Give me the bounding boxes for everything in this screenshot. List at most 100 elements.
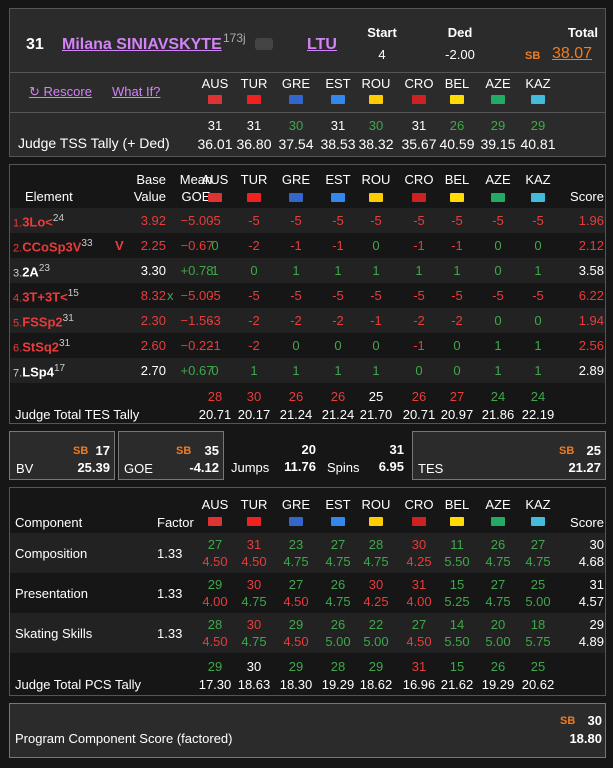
skater-name-link[interactable]: Milana SINIAVSKYTE xyxy=(62,36,222,53)
tss-score: 40.59 xyxy=(439,136,475,152)
element-goe: −0.22 xyxy=(180,338,214,353)
pcs-judge-mark: 5.00 xyxy=(485,634,511,649)
flag-icon xyxy=(531,193,545,202)
pcs-judge-rank: 20 xyxy=(490,617,506,632)
judge-header-kaz: KAZ xyxy=(525,76,551,91)
pcs-judge-rank: 29 xyxy=(207,577,223,592)
element-row[interactable]: 6.StSq231 2.60 −0.22 -1 -2 0 0 0 -1 0 1 1 2.56 xyxy=(10,333,605,358)
element-judge-goe: -5 xyxy=(413,288,425,303)
element-goe: −5.00 xyxy=(180,288,214,303)
flag-icon xyxy=(289,517,303,526)
country-link[interactable]: LTU xyxy=(307,36,337,53)
tes-rank: 24 xyxy=(530,389,546,404)
tes-tally-label: Judge Total TES Tally xyxy=(15,407,140,422)
pcs-judge-mark: 5.00 xyxy=(363,634,389,649)
element-judge-goe: 1 xyxy=(334,263,342,278)
spins-box: 31 Spins 6.95 xyxy=(324,431,408,480)
element-judge-goe: 0 xyxy=(534,238,542,253)
element-judge-goe: 1 xyxy=(494,363,502,378)
element-judge-goe: -5 xyxy=(332,288,344,303)
flag-icon-tur xyxy=(247,95,261,104)
element-row[interactable]: 4.3T+3T<15 8.32 x −5.00 -5 -5 -5 -5 -5 -5 -5 -5 -5 6.… xyxy=(10,283,605,308)
element-row[interactable]: 3.2A23 3.30 +0.78 1 0 1 1 1 1 1 0 1 3.58 xyxy=(10,258,605,283)
tes-score: 21.24 xyxy=(321,407,355,422)
flag-icon-kaz xyxy=(531,95,545,104)
flag-icon xyxy=(289,193,303,202)
skater-rank: 31 xyxy=(26,36,44,53)
element-judge-goe: 1 xyxy=(534,363,542,378)
pcs-judge-rank: 30 xyxy=(246,617,262,632)
pcs-total: 18.30 xyxy=(279,677,313,692)
pcs-judge-mark: 4.00 xyxy=(406,594,432,609)
pcs-judge-mark: 5.50 xyxy=(444,634,470,649)
element-rank: 31 xyxy=(62,313,74,324)
pcs-judge-header: TUR xyxy=(240,497,268,512)
element-judge-goe: -3 xyxy=(209,313,221,328)
pcs-factor: 1.33 xyxy=(157,546,183,561)
element-row[interactable]: 1.3Lo<24 3.92 −5.00 -5 -5 -5 -5 -5 -5 -5 -5 -5 1.96 xyxy=(10,208,605,233)
pcs-judge-header: EST xyxy=(325,497,351,512)
goe-label: GOE xyxy=(124,461,153,476)
pcs-row-score: 4.57 xyxy=(578,594,604,609)
pcs-row[interactable]: Skating Skills 1.33 28 4.50 30 4.75 29 4.50 26 5.… xyxy=(10,613,605,653)
element-judge-goe: -5 xyxy=(332,213,344,228)
element-score: 1.94 xyxy=(578,313,604,328)
element-judge-goe: -1 xyxy=(209,338,221,353)
pcs-total: 16.96 xyxy=(402,677,436,692)
flag-icon xyxy=(331,193,345,202)
mean-header: Mean xyxy=(179,172,213,187)
pcs-judge-mark: 4.75 xyxy=(325,554,351,569)
pcs-component-name: Presentation xyxy=(15,586,88,601)
element-score: 2.12 xyxy=(578,238,604,253)
pcs-judge-mark: 4.75 xyxy=(241,594,267,609)
element-row[interactable]: 5.FSSp231 2.30 −1.56 -3 -2 -2 -2 -1 -2 -2 0 0 1.94 xyxy=(10,308,605,333)
element-judge-header: AUS xyxy=(201,172,229,187)
pcs-judge-mark: 5.00 xyxy=(525,594,551,609)
skater-header-card: 31 Milana SINIAVSKYTE 173j LTU Start 4 D… xyxy=(9,8,606,157)
flag-icon-bel xyxy=(450,95,464,104)
element-name: 5.FSSp231 xyxy=(13,313,74,329)
total-score-link[interactable]: 38.07 xyxy=(552,45,593,62)
element-name: 1.3Lo<24 xyxy=(13,213,64,229)
tes-score: 20.17 xyxy=(237,407,271,422)
goe-value: -4.12 xyxy=(189,460,219,475)
rescore-link[interactable]: ↻ Rescore xyxy=(29,84,92,99)
pcs-judge-mark: 4.25 xyxy=(406,554,432,569)
pcs-row-rank: 29 xyxy=(589,617,604,632)
pcs-total-rank: 15 xyxy=(449,659,465,674)
jumps-box: 20 Jumps 11.76 xyxy=(228,431,320,480)
tes-score: 21.70 xyxy=(359,407,393,422)
pcs-judge-rank: 31 xyxy=(411,577,427,592)
pcs-judge-rank: 27 xyxy=(530,537,546,552)
tes-label: TES xyxy=(418,461,444,476)
tss-rank: 31 xyxy=(411,118,427,133)
tes-score: 20.71 xyxy=(402,407,436,422)
whatif-link[interactable]: What If? xyxy=(112,84,161,99)
element-base-value: 3.92 xyxy=(140,213,166,228)
element-row[interactable]: 2.CCoSp3V33 V 2.25 −0.67 0 -2 -1 -1 0 -1 -1 0 0 2.12 xyxy=(10,233,605,258)
pcs-row[interactable]: Composition 1.33 27 4.50 31 4.50 23 4.75 27 4.75 2… xyxy=(10,533,605,573)
pcs-total-rank: 30 xyxy=(246,659,262,674)
element-row[interactable]: 7.LSp417 2.70 +0.67 0 1 1 1 1 0 0 1 1 2.89 xyxy=(10,358,605,383)
flag-icon-rou xyxy=(369,95,383,104)
value-header: Value xyxy=(133,189,166,204)
judge-header-bel: BEL xyxy=(444,76,470,91)
pcs-score-box: SB 30 Program Component Score (factored)… xyxy=(9,703,606,758)
bv-sb: SB xyxy=(73,445,89,457)
pcs-row-rank: 31 xyxy=(589,577,604,592)
element-rank: 17 xyxy=(53,363,66,374)
pcs-judge-rank: 26 xyxy=(330,617,346,632)
element-base-value: 2.70 xyxy=(140,363,166,378)
element-judge-goe: -5 xyxy=(370,213,382,228)
tss-score: 40.81 xyxy=(520,136,556,152)
element-judge-goe: -2 xyxy=(451,313,463,328)
jumps-rank: 20 xyxy=(301,442,316,457)
element-judge-goe: 1 xyxy=(415,263,423,278)
start-value: 4 xyxy=(378,47,386,62)
video-icon[interactable] xyxy=(255,38,273,50)
tss-rank: 30 xyxy=(368,118,384,133)
pcs-row[interactable]: Presentation 1.33 29 4.00 30 4.75 27 4.50 26 4.75… xyxy=(10,573,605,613)
pcs-row-score: 4.89 xyxy=(578,634,604,649)
pcs-judge-mark: 4.75 xyxy=(283,554,309,569)
pcs-total: 18.63 xyxy=(237,677,271,692)
